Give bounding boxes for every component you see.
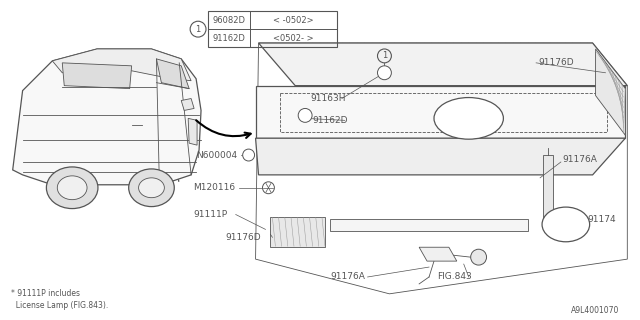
Text: M120116: M120116 bbox=[193, 183, 236, 192]
Circle shape bbox=[378, 66, 392, 80]
Text: * 91111P includes: * 91111P includes bbox=[11, 289, 80, 298]
Text: < -0502>: < -0502> bbox=[273, 16, 314, 25]
Text: 91111P: 91111P bbox=[193, 210, 227, 219]
Polygon shape bbox=[62, 63, 132, 89]
Text: N600004: N600004 bbox=[196, 150, 237, 160]
Circle shape bbox=[262, 182, 275, 194]
Polygon shape bbox=[255, 86, 625, 138]
Polygon shape bbox=[259, 43, 627, 86]
Text: 1: 1 bbox=[382, 52, 387, 60]
Text: License Lamp (FIG.843).: License Lamp (FIG.843). bbox=[11, 301, 108, 310]
Ellipse shape bbox=[58, 176, 87, 200]
Ellipse shape bbox=[46, 167, 98, 209]
Text: 91163H: 91163H bbox=[310, 94, 346, 103]
Ellipse shape bbox=[139, 178, 164, 198]
Text: <0502- >: <0502- > bbox=[273, 34, 314, 43]
Circle shape bbox=[243, 149, 255, 161]
Text: 91162D: 91162D bbox=[312, 116, 348, 125]
Text: 91174: 91174 bbox=[588, 215, 616, 224]
Text: 91176D: 91176D bbox=[226, 233, 262, 242]
Text: 1: 1 bbox=[195, 25, 201, 34]
Polygon shape bbox=[156, 59, 189, 89]
Polygon shape bbox=[543, 155, 553, 220]
Polygon shape bbox=[596, 49, 625, 135]
Text: 91176D: 91176D bbox=[538, 58, 573, 67]
Text: 96082D: 96082D bbox=[212, 16, 245, 25]
Polygon shape bbox=[419, 247, 457, 261]
Ellipse shape bbox=[542, 207, 589, 242]
Polygon shape bbox=[255, 138, 625, 175]
Circle shape bbox=[298, 108, 312, 122]
Polygon shape bbox=[52, 49, 191, 81]
Polygon shape bbox=[330, 220, 528, 231]
Text: A9L4001070: A9L4001070 bbox=[571, 306, 620, 315]
Polygon shape bbox=[13, 49, 201, 185]
Ellipse shape bbox=[434, 98, 504, 139]
Polygon shape bbox=[188, 118, 197, 145]
Text: 91162D: 91162D bbox=[212, 34, 245, 43]
Text: 91176A: 91176A bbox=[563, 156, 598, 164]
Polygon shape bbox=[181, 99, 194, 110]
Text: 91176A: 91176A bbox=[330, 272, 365, 282]
Ellipse shape bbox=[129, 169, 174, 207]
Circle shape bbox=[470, 249, 486, 265]
Polygon shape bbox=[271, 218, 325, 247]
Text: FIG.843: FIG.843 bbox=[437, 272, 472, 282]
